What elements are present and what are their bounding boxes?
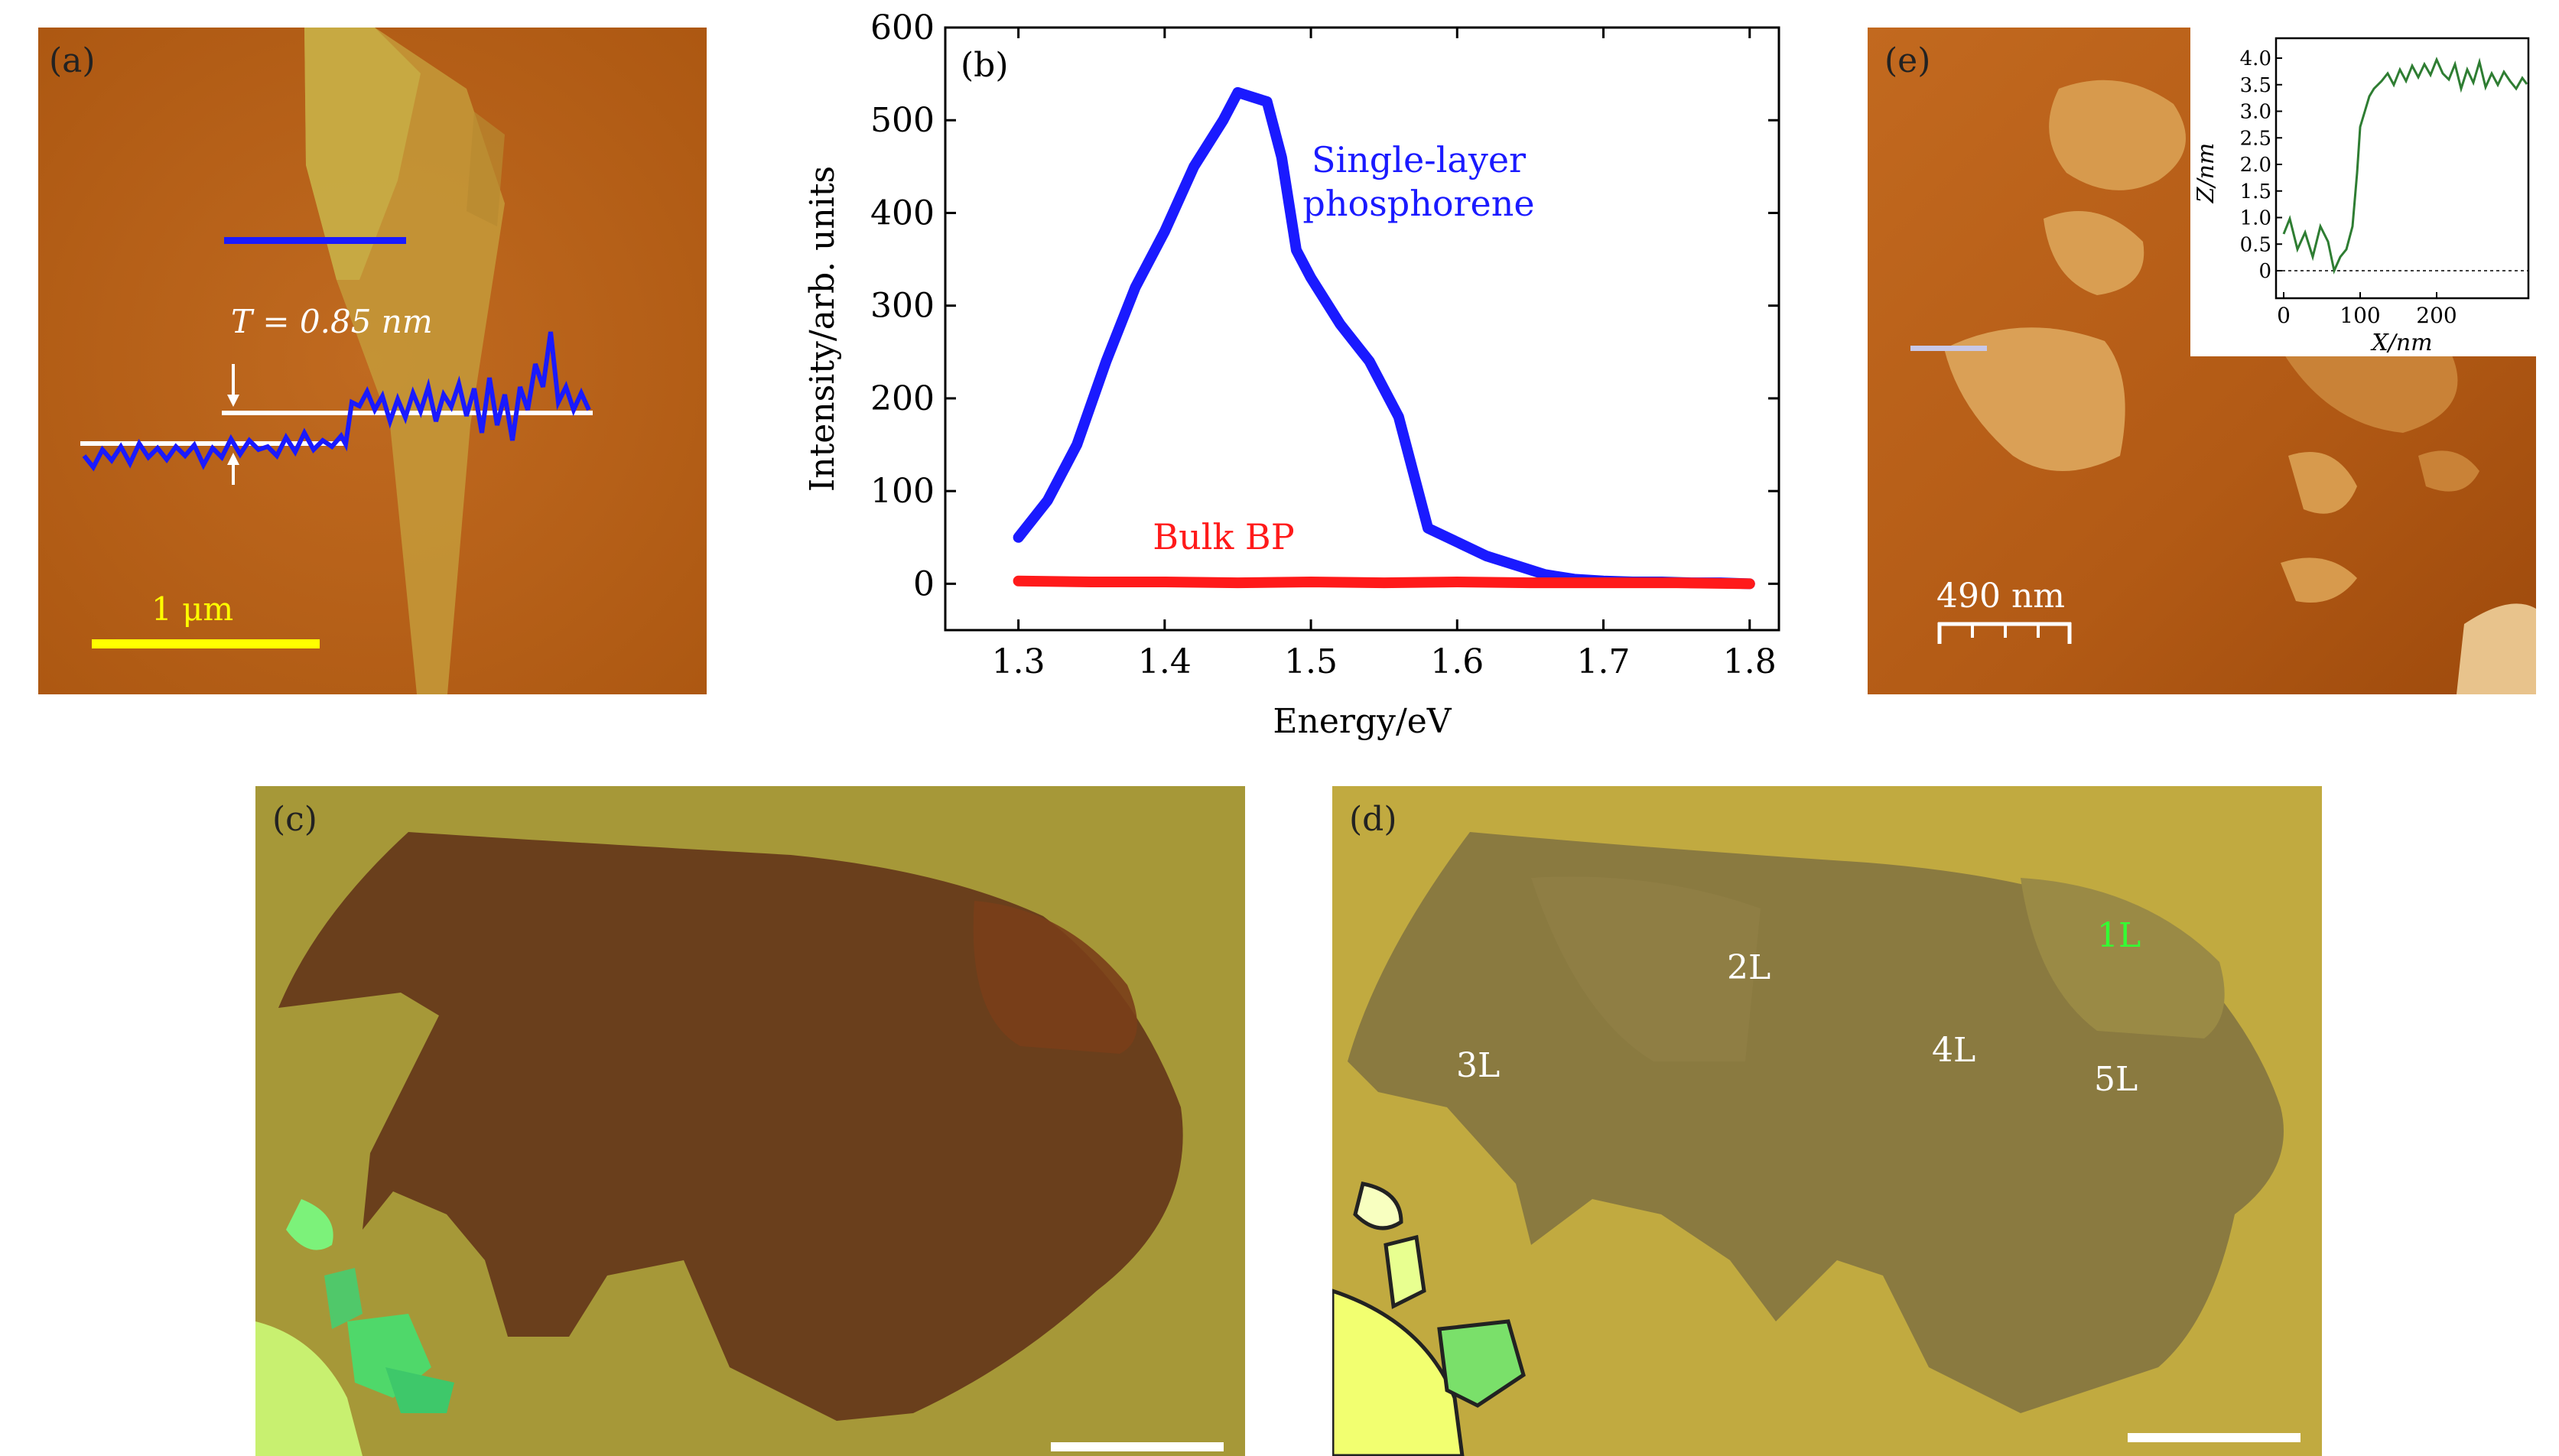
y-tick-label: 300 [870,287,935,326]
panel-e-afm-image: (e) 490 nm 0 0.5 1.0 1.5 2.0 2.5 3.0 3.5 4.0 0 100… [1868,28,2536,694]
plot-frame [944,26,1780,632]
thickness-label: T = 0.85 nm [231,303,433,340]
panel-a-afm-image: (a) T = 0.85 nm 1 μm [38,28,707,694]
profile-location-line [224,237,406,244]
y-tick-label: 400 [870,193,935,232]
inset-y-tick-label: 1.5 [2240,180,2271,203]
scale-bar-label: 1 μm [151,590,234,628]
pl-spectrum-chart: 0 100 200 300 400 500 600 1.3 1.4 1.5 1.6 1.7 1.8 (… [803,8,1780,741]
inset-y-tick-label: 0.5 [2240,233,2271,256]
inset-y-tick-label: 1.0 [2240,207,2271,230]
inset-frame [2274,37,2530,300]
inset-y-tick-label: 2.5 [2240,127,2271,150]
y-axis-ticks: 0 100 200 300 400 500 600 [870,8,1779,603]
series-line-bulk-bp [1013,575,1755,590]
y-tick-label: 500 [870,101,935,140]
height-profile-curve [82,331,591,472]
x-tick-label: 1.3 [992,642,1045,681]
y-axis-label: Intensity/arb. units [803,166,842,492]
panel-c-label: (c) [272,800,317,839]
x-axis-label: Energy/eV [1273,702,1452,741]
panel-b-label: (b) [961,46,1009,85]
x-tick-label: 1.6 [1430,642,1484,681]
y-tick-label: 200 [870,379,935,418]
y-tick-label: 0 [913,564,935,603]
scale-bar [1937,622,2072,644]
inset-profile-chart: 0 0.5 1.0 1.5 2.0 2.5 3.0 3.5 4.0 0 100 200 X/nm Z/… [2193,37,2530,356]
panel-d-label: (d) [1349,800,1397,839]
inset-axis-ticks: 0 0.5 1.0 1.5 2.0 2.5 3.0 3.5 4.0 0 100 200 [2240,47,2457,328]
inset-height-profile: 0 0.5 1.0 1.5 2.0 2.5 3.0 3.5 4.0 0 100 200 X/nm Z/… [2190,28,2536,356]
layer-label-1L: 1L [2097,916,2141,955]
layer-label-3L: 3L [1456,1046,1501,1085]
panel-c-optical-image: (c) [255,786,1245,1456]
inset-x-tick-label: 100 [2340,303,2380,328]
scale-bar [92,639,320,648]
series-group [1013,86,1755,590]
scale-bar-label: 490 nm [1936,577,2066,616]
inset-y-axis-label: Z/nm [2193,143,2219,204]
inset-y-tick-label: 4.0 [2240,47,2271,70]
optical-flake-layers-image [1332,786,2322,1456]
x-tick-label: 1.5 [1284,642,1338,681]
series-label-single-layer-1: Single-layer [1312,139,1526,180]
scale-bar [2128,1433,2300,1442]
x-tick-label: 1.7 [1577,642,1631,681]
inset-x-axis-label: X/nm [2370,330,2432,356]
inset-y-tick-label: 3.5 [2240,74,2271,97]
inset-y-tick-label: 2.0 [2240,154,2271,177]
panel-e-label: (e) [1884,41,1931,80]
layer-label-5L: 5L [2094,1060,2138,1099]
x-tick-label: 1.8 [1723,642,1777,681]
inset-x-tick-label: 200 [2416,303,2457,328]
inset-y-tick-label: 3.0 [2240,101,2271,124]
y-tick-label: 600 [870,8,935,47]
x-axis-ticks: 1.3 1.4 1.5 1.6 1.7 1.8 [992,28,1777,681]
inset-x-tick-label: 0 [2277,303,2291,328]
scale-bar [1051,1442,1224,1451]
height-profile-plot [80,331,593,485]
panel-a-label: (a) [49,41,96,80]
inset-y-tick-label: 0 [2258,260,2271,283]
series-label-bulk-bp: Bulk BP [1153,516,1294,557]
series-label-single-layer-2: phosphorene [1302,183,1534,224]
layer-label-4L: 4L [1932,1031,1976,1070]
profile-location-line [1910,346,1987,351]
panel-b-pl-spectrum: 0 100 200 300 400 500 600 1.3 1.4 1.5 1.6 1.7 1.8 (… [765,0,1836,749]
x-tick-label: 1.4 [1138,642,1192,681]
inset-profile-curve [2282,57,2528,275]
layer-label-2L: 2L [1727,948,1771,987]
afm-flake-image [38,28,707,694]
optical-flake-image [255,786,1245,1456]
y-tick-label: 100 [870,472,935,511]
panel-d-optical-image: (d) 3L 2L 4L 5L 1L [1332,786,2322,1456]
